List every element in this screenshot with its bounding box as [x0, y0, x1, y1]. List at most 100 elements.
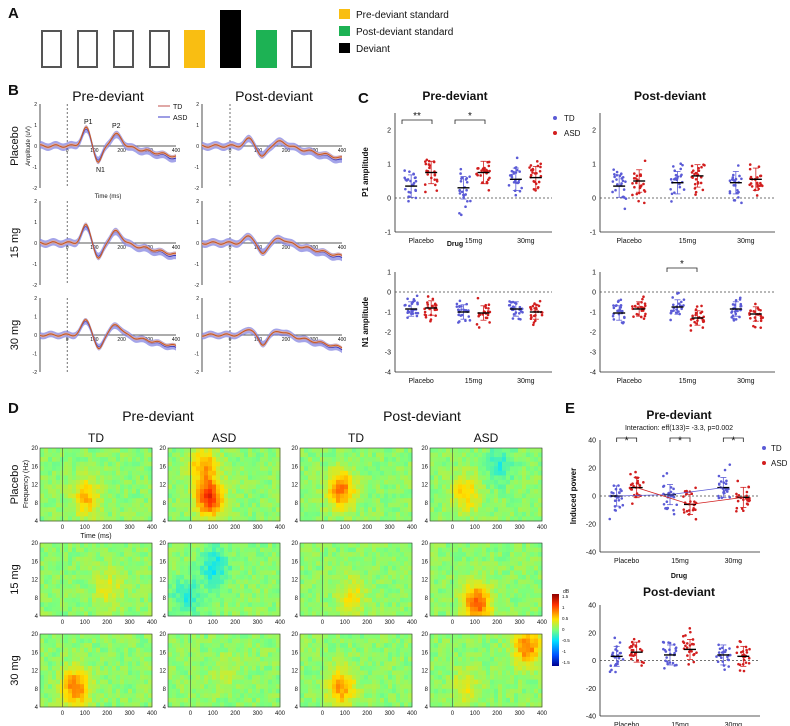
tf-cell — [200, 461, 205, 467]
tf-cell — [490, 516, 495, 522]
tf-cell — [356, 565, 361, 571]
tf-xtick: 100 — [208, 525, 219, 531]
tf-cell — [172, 579, 177, 585]
tf-column-title: ASD — [474, 431, 499, 445]
tf-cell — [494, 516, 499, 522]
tf-cell — [172, 565, 177, 571]
tf-cell — [52, 547, 57, 553]
tf-cell — [96, 593, 101, 599]
tf-cell — [112, 661, 117, 667]
tf-cell — [498, 475, 503, 481]
tf-cell — [84, 547, 89, 553]
tf-cell — [244, 543, 249, 548]
tf-cell — [442, 484, 447, 490]
tf-cell — [340, 565, 345, 571]
data-point — [534, 313, 537, 317]
tf-cell — [360, 448, 365, 453]
tf-cell — [72, 570, 77, 576]
tf-cell — [268, 584, 273, 590]
tf-cell — [92, 643, 97, 649]
tf-cell — [44, 652, 49, 658]
tf-cell — [498, 561, 503, 567]
tf-cell — [502, 466, 507, 472]
tf-cell — [44, 593, 49, 599]
tf-cell — [404, 502, 409, 508]
tf-cell — [478, 511, 483, 517]
tf-cell — [534, 606, 539, 612]
tf-cell — [224, 552, 229, 558]
tf-cell — [442, 574, 447, 580]
tf-cell — [184, 597, 189, 603]
tf-cell — [308, 574, 313, 580]
tf-cell — [120, 670, 125, 676]
tf-cell — [80, 489, 85, 495]
data-point — [403, 176, 406, 180]
tf-cell — [376, 579, 381, 585]
tf-cell — [490, 479, 495, 485]
tf-cell — [506, 470, 511, 476]
tf-cell — [192, 516, 197, 522]
tf-cell — [96, 498, 101, 504]
tf-cell — [340, 489, 345, 495]
tf-cell — [108, 697, 113, 703]
scatter-category: 30mg — [517, 378, 535, 385]
data-point — [529, 308, 533, 311]
tf-cell — [124, 484, 129, 490]
tf-cell — [136, 675, 141, 681]
tf-cell — [180, 584, 185, 590]
tf-cell — [40, 565, 45, 571]
tf-cell — [88, 684, 93, 690]
tf-cell — [328, 484, 333, 490]
tf-frame — [429, 542, 543, 617]
legend-swatch — [339, 26, 350, 36]
tf-cell — [136, 665, 141, 671]
tf-cell — [52, 593, 57, 599]
tf-cell — [212, 498, 217, 504]
tf-cell — [324, 570, 329, 576]
scatter-ytick: 1 — [592, 162, 596, 169]
tf-cell — [244, 475, 249, 481]
tf-cell — [68, 511, 73, 517]
tf-cell — [148, 656, 153, 662]
tf-cell — [408, 561, 413, 567]
tf-cell — [40, 475, 45, 481]
tf-cell — [430, 606, 435, 612]
tf-cell — [434, 588, 439, 594]
scatter-ytick: -4 — [590, 370, 596, 377]
tf-cell — [120, 561, 125, 567]
tf-cell — [518, 574, 523, 580]
tf-cell — [348, 448, 353, 453]
tf-cell — [252, 606, 257, 612]
tf-cell — [64, 584, 69, 590]
tf-cell — [76, 448, 81, 453]
tf-cell — [474, 543, 479, 548]
tf-cell — [396, 565, 401, 571]
tf-cell — [148, 470, 153, 476]
tf-cell — [196, 475, 201, 481]
tf-cell — [180, 502, 185, 508]
tf-cell — [96, 597, 101, 603]
tf-cell — [380, 597, 385, 603]
tf-cell — [208, 457, 213, 463]
tf-cell — [454, 565, 459, 571]
tf-cell — [506, 489, 511, 495]
tf-cell — [494, 593, 499, 599]
tf-cell — [494, 543, 499, 548]
tf-cell — [168, 470, 173, 476]
tf-cell — [148, 588, 153, 594]
data-point — [528, 166, 531, 169]
tf-cell — [208, 593, 213, 599]
tf-cell — [396, 597, 401, 603]
tf-cell — [256, 502, 261, 508]
tf-cell — [176, 452, 181, 458]
tf-cell — [148, 475, 153, 481]
tf-cell — [446, 493, 451, 499]
tf-cell — [434, 556, 439, 562]
tf-cell — [128, 588, 133, 594]
tf-cell — [272, 602, 277, 608]
tf-cell — [136, 479, 141, 485]
data-point — [670, 200, 673, 203]
erp-xtick: 400 — [338, 148, 347, 154]
tf-cell — [482, 543, 487, 548]
tf-cell — [518, 516, 523, 522]
